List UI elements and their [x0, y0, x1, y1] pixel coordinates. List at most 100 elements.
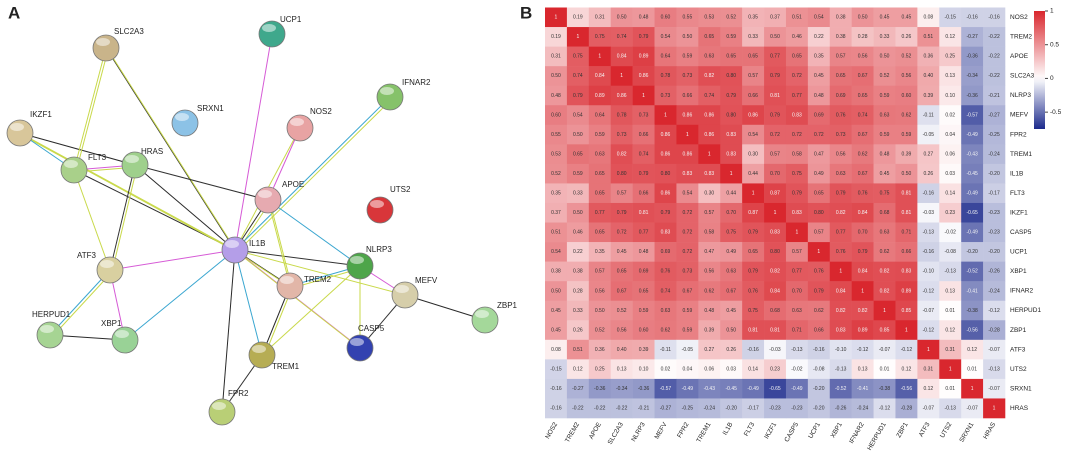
cell-label: 0.65 [792, 54, 802, 60]
heatmap-cell [917, 124, 940, 145]
heatmap-cell [742, 359, 765, 380]
column-label: ZBP1 [895, 421, 909, 439]
column-label: IKZF1 [763, 421, 778, 440]
cell-label: 0.77 [792, 269, 802, 275]
cell-label: 0.25 [595, 366, 605, 372]
heatmap-cell [961, 281, 984, 302]
heatmap-cell [566, 27, 590, 47]
cell-label: 0.50 [770, 34, 780, 40]
heatmap-cell [917, 163, 940, 184]
cell-label: 0.38 [836, 34, 846, 40]
heatmap-cell [851, 163, 874, 184]
cell-label: 0.14 [748, 366, 758, 372]
heatmap-cell [764, 202, 787, 223]
cell-label: -0.16 [747, 347, 759, 353]
cell-label: 0.82 [770, 269, 780, 275]
cell-label: 0.62 [814, 308, 824, 314]
edge [134, 164, 236, 251]
heatmap-cell [785, 339, 809, 360]
cell-label: 1 [927, 347, 930, 353]
heatmap-cell [545, 144, 568, 165]
heatmap-cell [895, 105, 918, 126]
heatmap-cell [939, 300, 962, 321]
cell-label: -0.07 [988, 347, 1000, 353]
edge [234, 249, 263, 356]
cell-label: 0.65 [836, 73, 846, 79]
cell-label: -0.27 [988, 112, 1000, 118]
heatmap-cell [785, 183, 809, 204]
cell-label: 0.45 [551, 308, 561, 314]
heatmap-cell [851, 359, 874, 380]
node-label: XBP1 [101, 319, 122, 328]
heatmap-cell [545, 66, 568, 86]
heatmap-cell [961, 7, 984, 28]
heatmap-cell [939, 261, 962, 282]
cell-label: -0.13 [988, 366, 1000, 372]
heatmap-cell [983, 339, 1006, 360]
heatmap-cell [676, 320, 699, 341]
heatmap-cell [698, 222, 721, 243]
column-label: UTS2 [939, 421, 954, 439]
cell-label: 0.89 [639, 54, 649, 60]
heatmap-cell [764, 242, 787, 262]
cell-label: 1 [752, 191, 755, 197]
heatmap-cell [807, 378, 831, 399]
cell-label: 0.50 [573, 210, 583, 216]
heatmap-cell [895, 66, 918, 86]
panel-label: A [8, 3, 20, 22]
cell-label: 0.80 [814, 210, 824, 216]
cell-label: 1 [774, 210, 777, 216]
cell-label: 0.79 [726, 93, 736, 99]
cell-label: 0.80 [770, 249, 780, 255]
cell-label: 0.65 [748, 54, 758, 60]
cell-label: -0.22 [988, 54, 1000, 60]
cell-label: -0.15 [945, 15, 957, 21]
cell-label: 0.19 [573, 15, 583, 21]
cell-label: 0.51 [551, 230, 561, 236]
heatmap-cell [961, 242, 984, 262]
heatmap-cell [851, 242, 874, 262]
heatmap-cell [742, 85, 765, 106]
cell-label: 0.82 [880, 288, 890, 294]
column-label: TREM1 [695, 421, 712, 444]
cell-label: 0.57 [770, 151, 780, 157]
heatmap-cell [632, 144, 655, 165]
cell-label: 0.80 [661, 171, 671, 177]
cell-label: 0.49 [814, 171, 824, 177]
heatmap-cell [632, 202, 655, 223]
cell-label: 0.83 [683, 171, 693, 177]
heatmap-cell [610, 202, 633, 223]
heatmap-cell [698, 7, 721, 28]
cell-label: -0.34 [616, 386, 628, 392]
cell-label: 0.59 [726, 34, 736, 40]
heatmap-cell [764, 7, 787, 28]
heatmap-cell [654, 85, 677, 106]
heatmap-cell [698, 202, 721, 223]
cell-label: 0.03 [945, 171, 955, 177]
heatmap-cell [545, 300, 568, 321]
cell-label: 0.69 [836, 93, 846, 99]
row-label: NOS2 [1010, 14, 1028, 21]
cell-label: 0.87 [770, 191, 780, 197]
heatmap-cell [720, 202, 743, 223]
cell-label: 0.59 [683, 54, 693, 60]
heatmap-cell [829, 163, 852, 184]
cell-label: 0.39 [639, 347, 649, 353]
heatmap-cell [983, 320, 1006, 341]
node-label: IKZF1 [30, 110, 52, 119]
heatmap-cell [807, 105, 831, 126]
heatmap-cell [764, 339, 787, 360]
cell-label: 0.75 [573, 54, 583, 60]
heatmap-cell [961, 222, 984, 243]
heatmap-cell [785, 7, 809, 28]
cell-label: -0.12 [857, 347, 869, 353]
cell-label: 0.04 [945, 132, 955, 138]
heatmap-cell [698, 378, 721, 399]
heatmap-cell [917, 46, 940, 67]
cell-label: 0.37 [770, 15, 780, 21]
cell-label: -0.08 [813, 366, 825, 372]
cell-label: 0.50 [858, 15, 868, 21]
heatmap-cell [742, 320, 765, 341]
heatmap-cell [676, 144, 699, 165]
cell-label: 0.82 [880, 269, 890, 275]
